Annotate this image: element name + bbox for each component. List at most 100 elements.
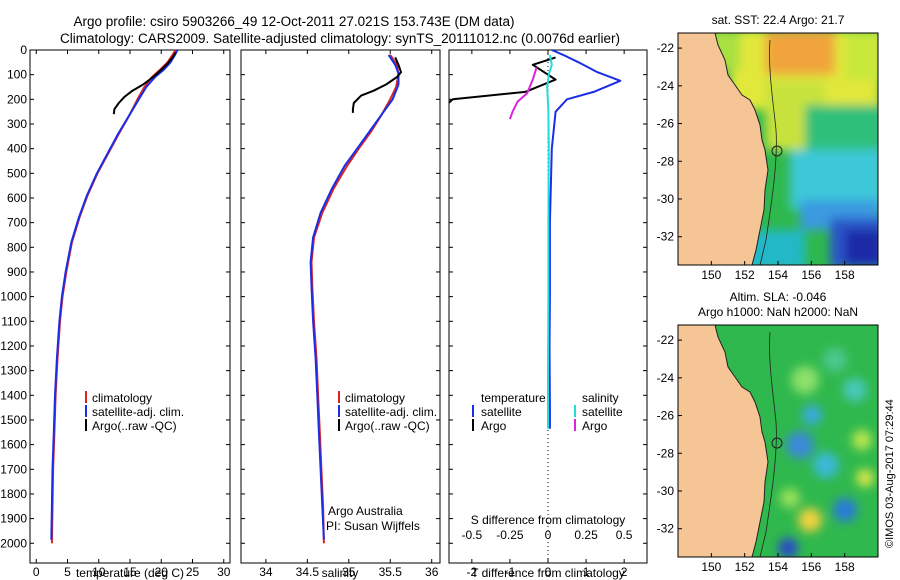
depth-axis: 0 100 200 300 400 500 600 700 800 900 1000 1100 1200… [0,43,230,550]
sst-map-title: sat. SST: 22.4 Argo: 21.7 [712,13,845,27]
temperature-x-label: temperature (deg C) [76,566,184,580]
x-tick-label: 30 [217,565,231,579]
s-diff-tick-label: 0.5 [616,528,633,542]
sla-argo-position-marker [771,437,783,449]
lat-tick-label: -26 [657,409,675,423]
sst-map-panel: sat. SST: 22.4 Argo: 21.7 150 152 154 156 1 [657,13,879,282]
sst-land-mask [678,33,769,265]
x-tick-label: 25 [186,565,200,579]
sla-depth-contour [759,331,777,557]
x-tick-label: 5 [64,565,71,579]
difference-depth-ticks [449,49,647,544]
depth-tick-label: 400 [7,142,27,156]
legend-argo-label: Argo(..raw -QC) [345,419,430,433]
legend-s-satellite-label: satellite [582,405,623,419]
s-difference-label: S difference from climatology [471,513,626,527]
lon-tick-label: 152 [735,560,755,574]
t-difference-label: T difference from climatology [471,566,625,580]
lat-tick-label: -26 [657,117,675,131]
imos-credit: ©IMOS 03-Aug-2017 07:29:44 [884,399,896,548]
depth-tick-label: 300 [7,117,27,131]
depth-tick-label: 1500 [0,413,27,427]
sst-map-axes: 150 152 154 156 158 -22 -24 -26 -28 -30 -32 [657,41,855,282]
legend-t-satellite-label: satellite [481,405,522,419]
lon-tick-label: 154 [768,560,788,574]
legend-satellite-label: satellite-adj. clim. [92,405,184,419]
series-line-argo [351,56,402,113]
depth-tick-label: 1800 [0,487,27,501]
sla-map-title-line2: Argo h1000: NaN h2000: NaN [698,305,858,319]
x-tick-label: -1 [505,565,516,579]
depth-tick-label: 1700 [0,462,27,476]
temperature-panel: 0100200300400500600700800900100011001200… [0,43,230,580]
lon-tick-label: 158 [835,268,855,282]
depth-tick-label: 600 [7,191,27,205]
salinity-x-label: salinity [322,566,359,580]
x-tick-label: 35 [342,565,356,579]
depth-tick-label: 0 [20,43,27,57]
depth-tick-label: 1600 [0,438,27,452]
x-tick-label: 0 [33,565,40,579]
header-line-1: Argo profile: csiro 5903266_49 12-Oct-20… [73,14,514,29]
legend-climatology-label: climatology [345,391,405,405]
depth-tick-label: 1300 [0,364,27,378]
series-line-temperature-argo [449,56,557,104]
temperature-axes-frame [29,49,231,564]
pi-name-label: PI: Susan Wijffels [326,519,420,533]
series-line-salinity-argo [508,67,538,120]
legend-satellite-label: satellite-adj. clim. [345,405,437,419]
depth-tick-label: 2000 [0,536,27,550]
x-tick-label: 10 [92,565,106,579]
salinity-depth-ticks [241,49,440,544]
lat-tick-label: -32 [657,230,675,244]
salinity-axes-frame [240,49,441,564]
salinity-series [309,54,402,544]
difference-legend: temperature satellite Argo salinity sate… [472,391,623,433]
s-diff-tick-label: -0.5 [462,528,483,542]
lat-tick-label: -22 [657,333,675,347]
series-line-argo [112,51,177,115]
depth-tick-label: 800 [7,240,27,254]
legend-s-argo-label: Argo [582,419,608,433]
s-diff-tick-label: 0 [545,528,552,542]
temperature-legend: climatology satellite-adj. clim. Argo(..… [85,391,184,433]
lon-tick-label: 156 [801,560,821,574]
header-line-2: Climatology: CARS2009. Satellite-adjuste… [60,31,620,46]
depth-tick-label: 200 [7,92,27,106]
sla-map-image [678,325,878,557]
salinity-x-axis: 34 34.5 35 35.5 36 [259,50,439,579]
series-line-salinity-satellite [546,54,553,429]
sst-depth-contour [759,39,777,265]
lat-tick-label: -24 [657,371,675,385]
lat-tick-label: -30 [657,192,675,206]
legend-climatology-label: climatology [92,391,152,405]
sst-argo-position-marker [771,145,783,157]
x-tick-label: 34 [259,565,273,579]
temperature-x-axis: 0 5 10 15 20 25 30 [33,50,231,579]
lat-tick-label: -24 [657,79,675,93]
series-line-satellite [50,50,179,540]
x-tick-label: -2 [467,565,478,579]
legend-temperature-title: temperature [481,391,546,405]
sst-map-image [678,33,878,265]
depth-tick-label: 100 [7,68,27,82]
x-tick-label: 20 [155,565,169,579]
lon-tick-label: 154 [768,268,788,282]
x-tick-label: 1 [583,565,590,579]
lon-tick-label: 158 [835,560,855,574]
difference-x-axis: -2 -1 0 1 2 [467,50,628,579]
temperature-series [50,50,179,544]
series-line-temperature-satellite [548,50,622,429]
lon-tick-label: 150 [701,268,721,282]
lat-tick-label: -28 [657,154,675,168]
depth-tick-label: 500 [7,166,27,180]
depth-tick-label: 1100 [1,314,27,328]
legend-t-argo-label: Argo [481,419,507,433]
x-tick-label: 34.5 [296,565,320,579]
salinity-legend: climatology satellite-adj. clim. Argo(..… [338,391,437,433]
depth-tick-label: 700 [7,216,27,230]
x-tick-label: 35.5 [379,565,403,579]
series-line-satellite [309,54,400,540]
depth-tick-label: 1400 [0,388,27,402]
